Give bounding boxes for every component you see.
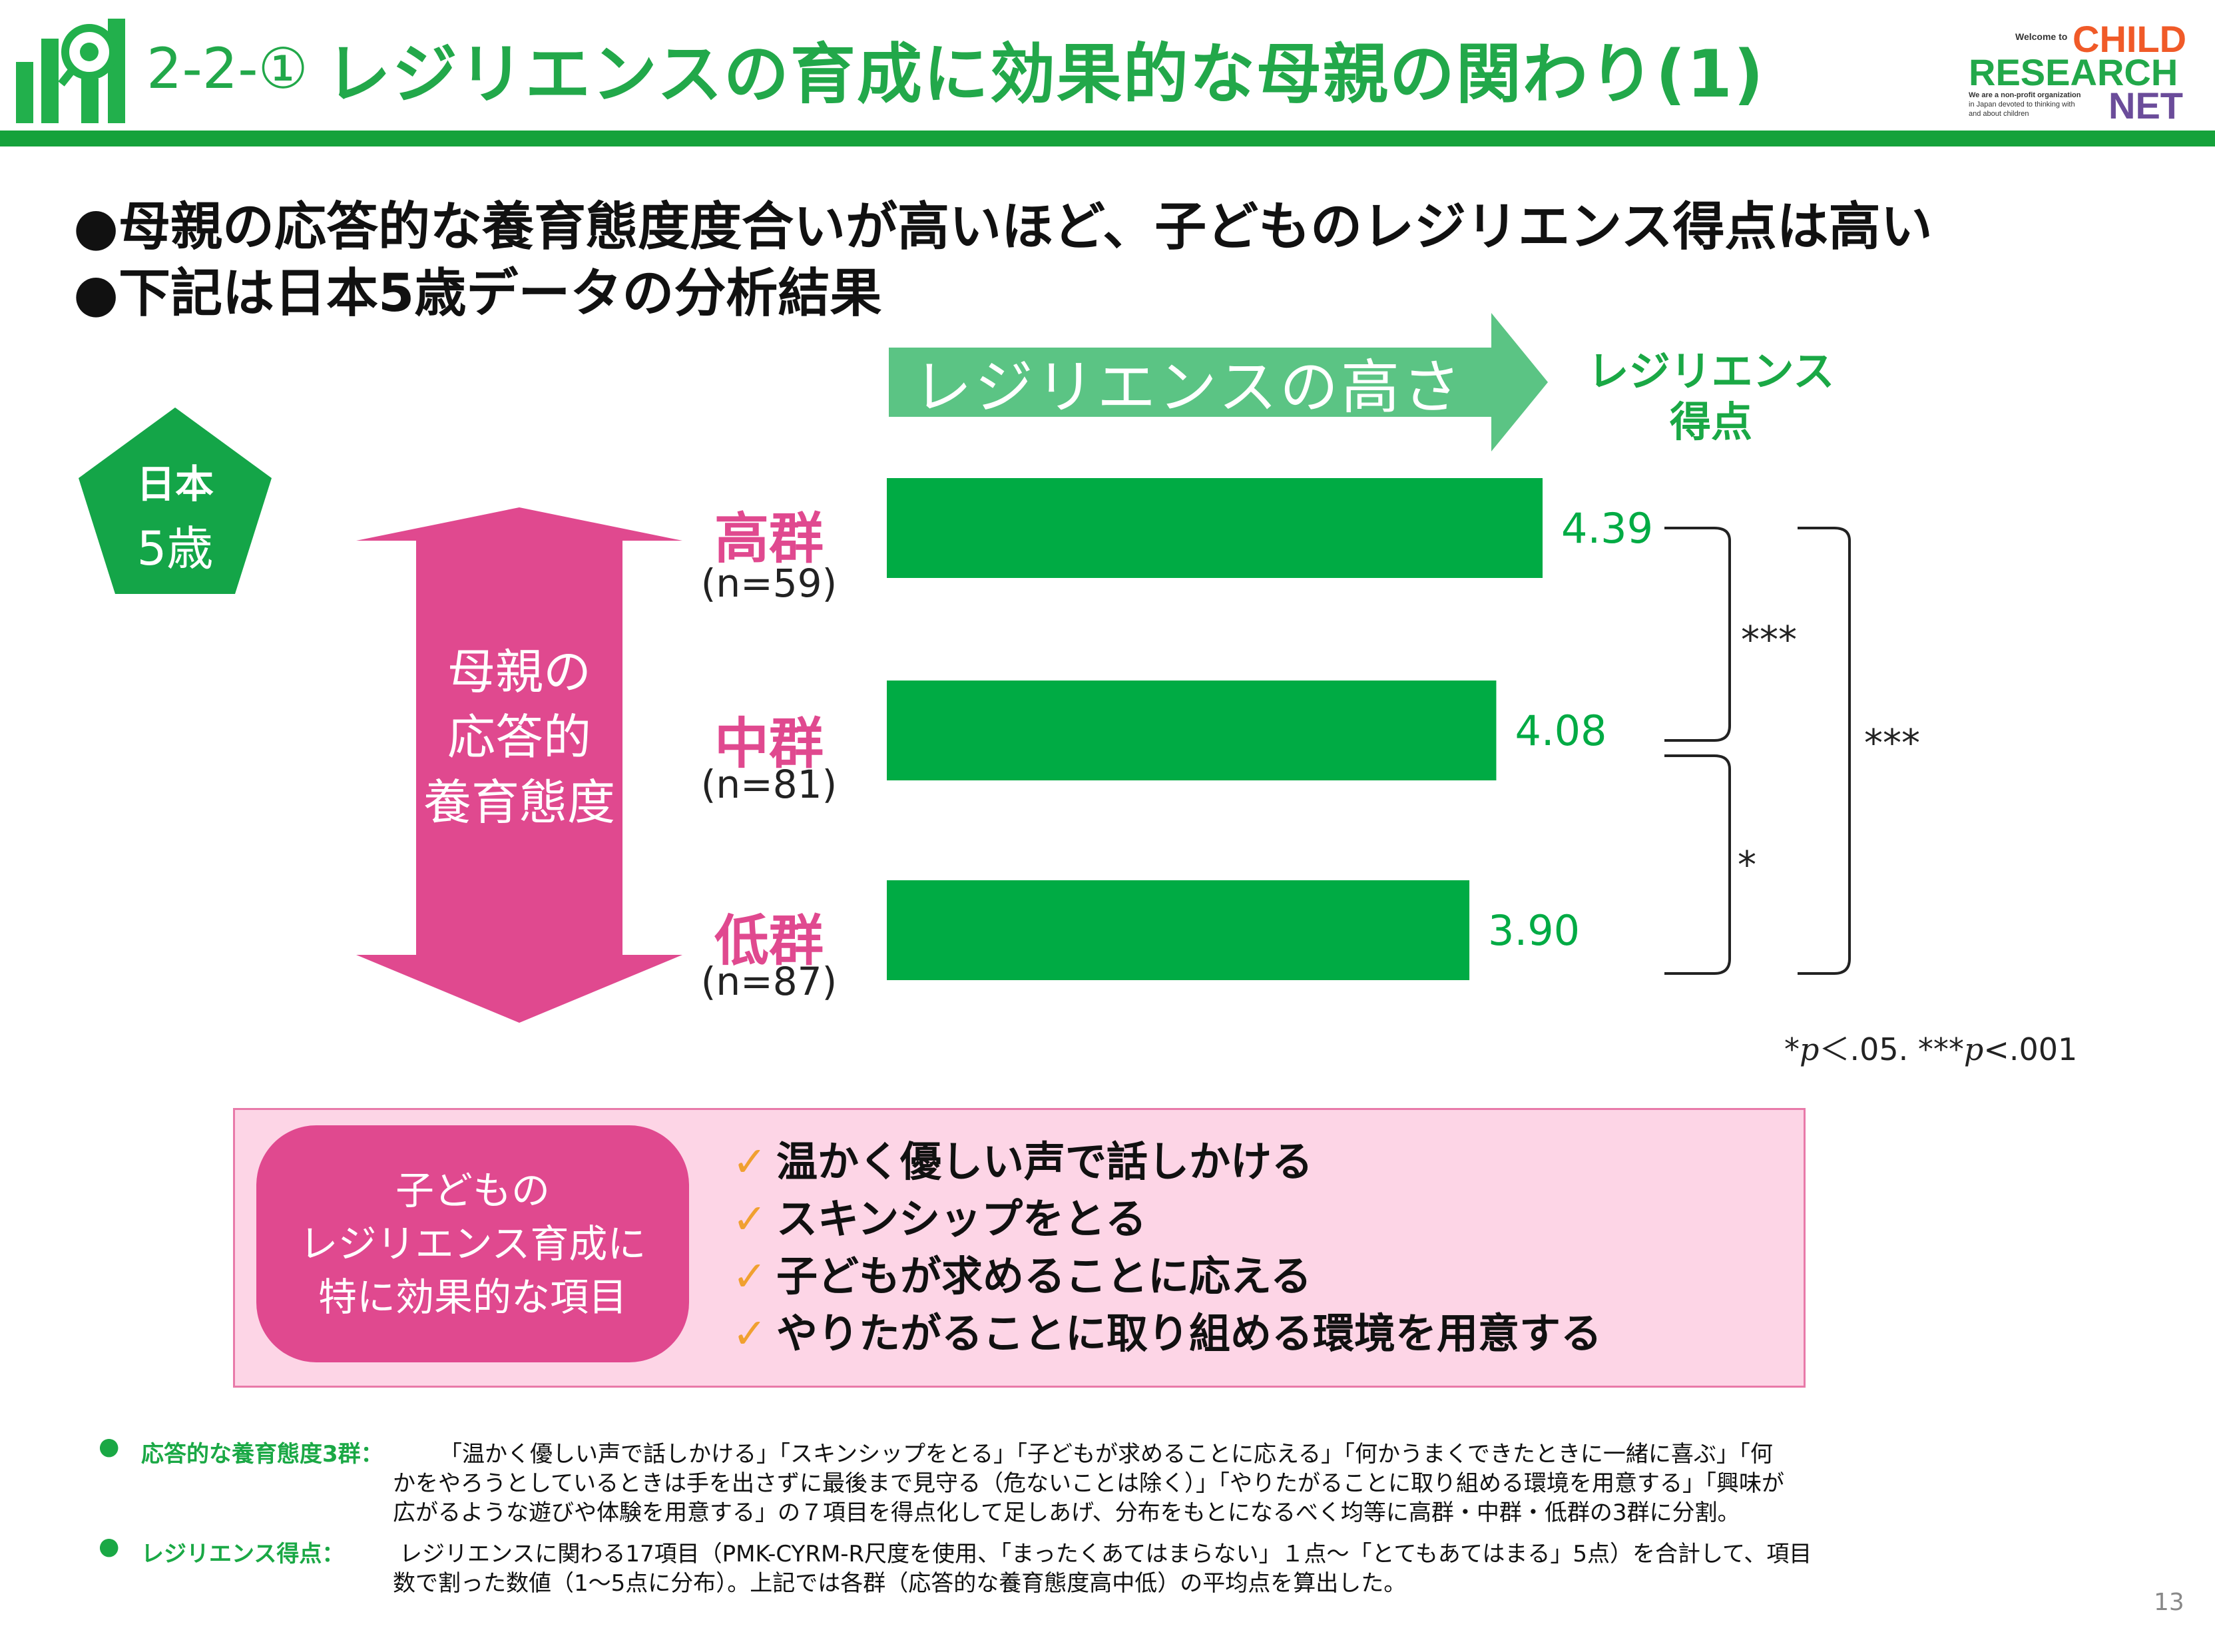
note-bullet-icon: ●	[99, 1533, 120, 1560]
attitude-line-1: 母親の	[447, 644, 591, 700]
group-size-low: (n=87)	[700, 959, 838, 1004]
value-label-mid: 4.08	[1515, 706, 1606, 755]
check-icon: ✓	[732, 1137, 767, 1186]
section-number: 2-2-①	[146, 36, 308, 101]
group-label-high: 高群	[714, 507, 824, 571]
attitude-label: 母親の 応答的 養育態度	[396, 639, 642, 835]
pill-line-3: 特に効果的な項目	[318, 1274, 627, 1320]
bracket-high-low	[1798, 527, 1851, 975]
logo-line3: NET	[2108, 85, 2183, 127]
sig-high-mid: ***	[1741, 619, 1797, 662]
logo-line2: RESEARCH	[1969, 51, 2178, 93]
note-bullet-icon: ●	[99, 1433, 120, 1460]
group-size-high: (n=59)	[700, 561, 838, 606]
note-1-line-1: 「温かく優しい声で話しかける」「スキンシップをとる」「子どもが求めることに応える…	[439, 1441, 1773, 1468]
group-label-low: 低群	[714, 910, 824, 973]
bar-low	[887, 880, 1470, 980]
effective-items-pill-text: 子どもの レジリエンス育成に 特に効果的な項目	[256, 1164, 689, 1324]
bullet-1: ●母親の応答的な養育態度度合いが高いほど、子どものレジリエンス得点は高い	[73, 197, 1933, 257]
value-label-low: 3.90	[1488, 906, 1580, 955]
sig-high-low: ***	[1864, 722, 1920, 765]
group-label-mid: 中群	[714, 712, 824, 776]
note-2-line-1: レジリエンスに関わる17項目（PMK-CYRM-R尺度を使用、「まったくあてはま…	[399, 1541, 1812, 1567]
significance-note: *p＜.05. ***p<.001	[1784, 1031, 2078, 1067]
note-2-line-2: 数で割った数値（1〜5点に分布）。上記では各群（応答的な養育態度高中低）の平均点…	[393, 1570, 1407, 1597]
note-1-line-3: 広がるような遊びや体験を用意する」の７項目を得点化して足しあげ、分布をもとになる…	[393, 1500, 1740, 1526]
check-icon: ✓	[732, 1309, 767, 1358]
child-research-net-logo: Welcome to CHILD RESEARCH NET We are a n…	[1969, 18, 2186, 127]
sig-mid-low: *	[1738, 844, 1756, 887]
note-1-line-2: かをやろうとしているときは手を出さずに最後まで見守る（危ないことは除く）」「やり…	[393, 1470, 1784, 1497]
check-icon: ✓	[732, 1195, 767, 1243]
pill-line-2: レジリエンス育成に	[299, 1221, 646, 1266]
attitude-double-arrow	[356, 507, 682, 1023]
note-head-2: レジリエンス得点：	[141, 1541, 345, 1567]
resilience-arrow-label: レジリエンスの高さ	[913, 352, 1464, 421]
effective-item: ✓ 温かく優しい声で話しかける	[732, 1137, 1313, 1186]
bullet-2: ●下記は日本5歳データの分析結果	[73, 264, 882, 324]
bracket-high-mid	[1664, 527, 1731, 742]
header-rule	[0, 131, 2215, 146]
effective-item: ✓ 子どもが求めることに応える	[732, 1252, 1312, 1300]
bar-chart-magnifier-icon	[16, 19, 125, 123]
effective-items-pill	[256, 1125, 689, 1362]
note-head-1: 応答的な養育態度3群：	[141, 1441, 383, 1468]
logo-tagline2: in Japan devoted to thinking with	[1969, 101, 2075, 109]
country-badge	[79, 408, 272, 594]
effective-item: ✓ スキンシップをとる	[732, 1195, 1147, 1243]
bracket-mid-low	[1664, 754, 1731, 975]
slide-title: 2-2-① レジリエンスの育成に効果的な母親の関わり(1)	[146, 19, 1765, 119]
attitude-line-3: 養育態度	[423, 774, 615, 830]
logo-tagline3: and about children	[1969, 110, 2029, 118]
bar-mid	[887, 681, 1497, 780]
page-number: 13	[2154, 1589, 2184, 1616]
attitude-line-2: 応答的	[447, 709, 591, 765]
logo-line1: CHILD	[2073, 18, 2186, 60]
effective-item: ✓ やりたがることに取り組める環境を用意する	[732, 1309, 1602, 1358]
badge-age: 5歳	[136, 521, 214, 576]
score-axis-label: レジリエンス 得点	[1558, 346, 1864, 447]
score-label-line-2: 得点	[1669, 398, 1752, 446]
badge-country: 日本	[136, 461, 214, 507]
title-text: レジリエンスの育成に効果的な母親の関わり(1)	[325, 37, 1765, 113]
logo-tagline1: We are a non-profit organization	[1969, 91, 2081, 99]
group-size-mid: (n=81)	[700, 762, 838, 807]
score-label-line-1: レジリエンス	[1587, 347, 1835, 396]
pill-line-1: 子どもの	[395, 1168, 550, 1213]
logo-welcome: Welcome to	[2015, 31, 2067, 42]
resilience-arrow	[889, 313, 1548, 451]
check-icon: ✓	[732, 1252, 767, 1300]
value-label-high: 4.39	[1561, 504, 1653, 553]
bar-high	[887, 478, 1543, 578]
